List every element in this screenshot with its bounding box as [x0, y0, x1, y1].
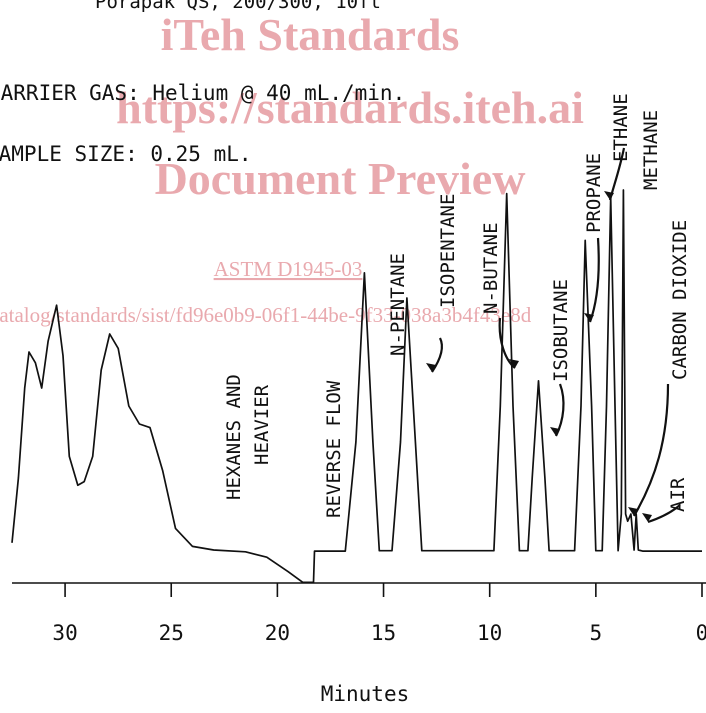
annotation-ethane: ETHANE	[610, 93, 632, 162]
arrow-air-head	[642, 513, 652, 522]
header-carrier-gas: CARRIER GAS: Helium @ 40 mL./min.	[0, 81, 405, 105]
header-sample-size: SAMPLE SIZE: 0.25 mL.	[0, 142, 252, 166]
x-tick-label-10: 10	[477, 621, 502, 645]
x-tick-label-25: 25	[159, 621, 184, 645]
watermark-line3: Document Preview	[155, 153, 526, 204]
x-tick-label-30: 30	[52, 621, 77, 645]
arrow-n-butane-head	[509, 359, 519, 368]
peak-annotations: HEXANES AND HEAVIER REVERSE FLOW N-PENTANE I…	[223, 93, 691, 518]
annotation-heavier: HEAVIER	[251, 384, 273, 465]
annotation-air: AIR	[667, 477, 689, 512]
x-axis-ticks	[64, 583, 703, 597]
arrow-air-line	[647, 504, 681, 524]
annotation-hexanes-and: HEXANES AND	[223, 374, 245, 500]
watermark-line4: ASTM D1945-03	[214, 257, 363, 281]
annotation-n-pentane: N-PENTANE	[387, 253, 409, 356]
annotation-reverse-flow: REVERSE FLOW	[323, 380, 345, 518]
x-tick-label-15: 15	[371, 621, 396, 645]
annotation-isobutane: ISOBUTANE	[550, 279, 572, 382]
annotation-propane: PROPANE	[583, 153, 605, 233]
arrow-carbon-dioxide-head	[628, 507, 638, 516]
header-column-line: Porapak QS, 200/300, 10ft	[95, 0, 381, 13]
annotation-methane: METHANE	[640, 110, 662, 190]
annotation-isopentane: ISOPENTANE	[437, 194, 459, 308]
watermark-line5: catalog/standards/sist/fd96e0b9-06f1-44b…	[0, 303, 532, 327]
x-axis-tick-labels: 30 25 20 15 10 5 0	[52, 621, 706, 645]
x-tick-label-20: 20	[265, 621, 290, 645]
chromatogram-trace	[11, 189, 702, 584]
arrow-isobutane-line	[555, 383, 565, 437]
x-tick-label-5: 5	[590, 621, 603, 645]
annotation-n-butane: N-BUTANE	[480, 222, 502, 314]
arrow-isopentane-head	[426, 363, 436, 372]
arrow-isobutane-head	[550, 427, 560, 436]
watermark-line2: https://standards.iteh.ai	[116, 82, 584, 133]
arrow-propane-line	[588, 237, 600, 323]
x-axis-title: Minutes	[321, 682, 410, 706]
arrow-isopentane-line	[431, 337, 444, 373]
arrow-n-butane-line	[498, 317, 516, 369]
peak-arrows	[426, 147, 681, 524]
arrow-carbon-dioxide-line	[633, 383, 670, 517]
x-tick-label-0: 0	[696, 621, 706, 645]
watermark-line1: iTeh Standards	[161, 9, 460, 60]
arrow-propane-head	[584, 313, 594, 322]
annotation-carbon-dioxide: CARBON DIOXIDE	[669, 220, 691, 380]
arrow-ethane-head	[604, 191, 614, 200]
watermark: iTeh Standards https://standards.iteh.ai…	[0, 9, 584, 327]
